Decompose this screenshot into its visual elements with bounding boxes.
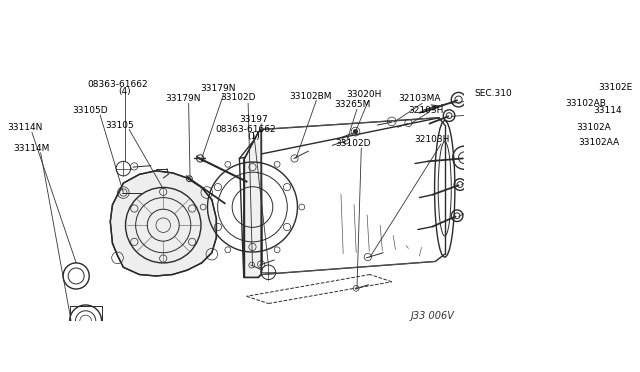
Text: 33179N: 33179N [200,84,236,93]
Polygon shape [110,171,216,276]
Text: 33102AB: 33102AB [566,99,607,108]
Text: 08363-61662: 08363-61662 [215,125,276,134]
Text: 33102BM: 33102BM [289,92,332,100]
Text: 33114N: 33114N [8,123,43,132]
Text: 33105D: 33105D [72,106,108,115]
Text: 32103MA: 32103MA [398,94,440,103]
Circle shape [353,129,358,134]
Polygon shape [244,129,261,278]
Text: (4): (4) [118,87,131,96]
Text: 33102AA: 33102AA [579,138,620,147]
Text: 33102D: 33102D [335,140,371,148]
Text: 33102D: 33102D [220,93,256,102]
Text: 33179N: 33179N [165,94,200,103]
Text: 33105: 33105 [106,121,134,129]
Text: 33102E: 33102E [598,83,632,92]
Text: J33 006V: J33 006V [410,311,454,321]
Text: 33197: 33197 [239,115,268,124]
Text: 33102A: 33102A [576,124,611,132]
Text: 33020H: 33020H [346,90,382,99]
Text: (1): (1) [248,132,260,141]
Text: 33265M: 33265M [335,100,371,109]
Text: 32103H: 32103H [408,106,444,115]
Text: 32103H: 32103H [415,135,450,144]
Text: 33114M: 33114M [13,144,50,153]
Text: 33114: 33114 [594,106,622,115]
Text: 08363-61662: 08363-61662 [87,80,148,89]
Text: SEC.310: SEC.310 [474,89,512,97]
